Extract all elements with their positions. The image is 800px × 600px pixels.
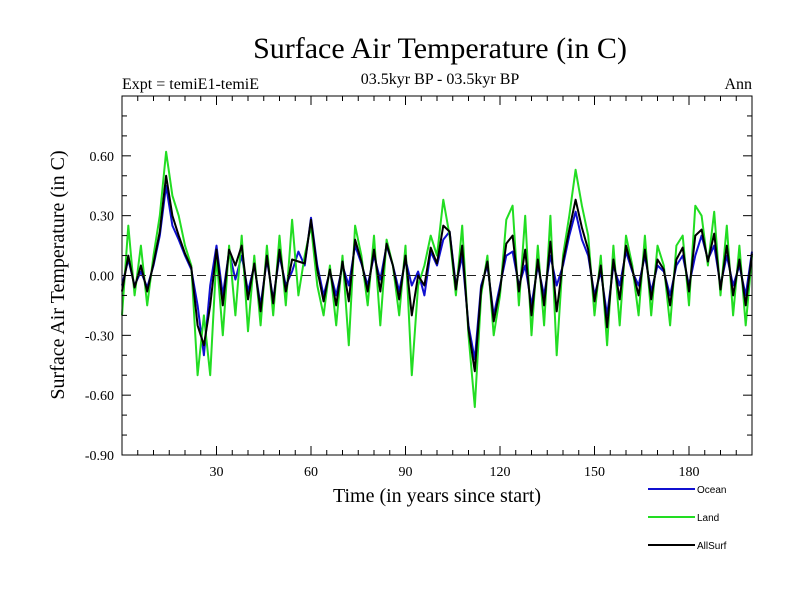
experiment-label: Expt = temiE1-temiE [122, 76, 259, 93]
x-tick-label: 90 [399, 465, 413, 480]
legend-label-ocean: Ocean [697, 485, 726, 496]
legend: Ocean Land AllSurf [648, 485, 727, 552]
x-tick-label: 30 [210, 465, 224, 480]
y-tick-label: 0.30 [90, 210, 115, 225]
series-line-land [121, 150, 753, 409]
axes-layer: 30 60 90 120 150 180 -0.90 -0.60 -0.30 0.00 0.30 0.… [85, 95, 753, 480]
x-tick-label: 120 [490, 465, 511, 480]
legend-label-allsurf: AllSurf [697, 541, 727, 552]
x-tick-label: 180 [679, 465, 700, 480]
y-tick-label: -0.60 [85, 389, 114, 404]
series-line-allsurf [121, 174, 753, 373]
y-axis-label: Surface Air Temperature (in C) [47, 150, 69, 399]
legend-label-land: Land [697, 513, 719, 524]
season-label: Ann [724, 76, 752, 93]
series-layer [121, 150, 753, 409]
chart-subtitle: 03.5kyr BP - 03.5kyr BP [361, 71, 520, 88]
chart-title: Surface Air Temperature (in C) [253, 32, 627, 65]
y-tick-label: 0.00 [90, 270, 115, 285]
x-tick-label: 60 [304, 465, 318, 480]
y-tick-label: 0.60 [90, 150, 115, 165]
x-axis-label: Time (in years since start) [333, 485, 541, 507]
y-tick-label: -0.90 [85, 449, 114, 464]
x-tick-label: 150 [584, 465, 605, 480]
y-tick-label: -0.30 [85, 329, 114, 344]
